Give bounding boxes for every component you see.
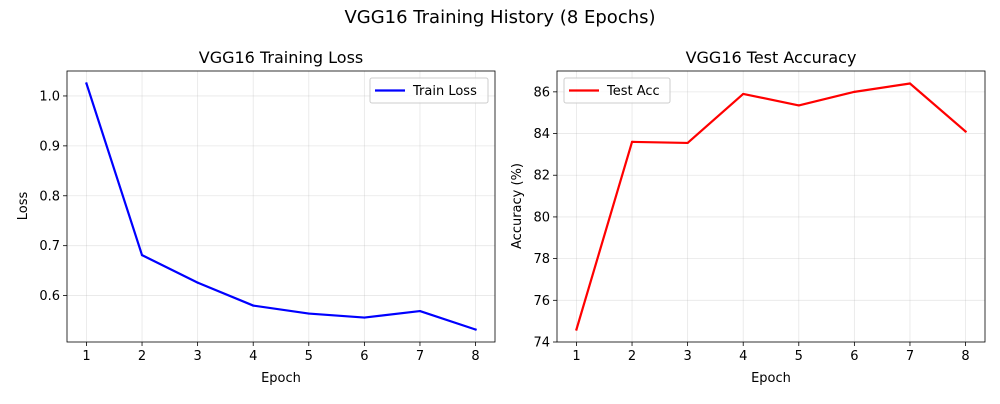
loss-y-tick-label: 0.8 xyxy=(39,189,60,204)
loss-legend-box xyxy=(369,77,489,104)
loss-legend: Train Loss xyxy=(369,77,489,104)
accuracy-y-tick-label: 78 xyxy=(533,252,550,267)
figure-title: VGG16 Training History (8 Epochs) xyxy=(344,7,655,28)
loss-x-tick-label: 8 xyxy=(471,349,479,364)
loss-chart-title: VGG16 Training Loss xyxy=(199,48,364,67)
loss-y-axis-label: Loss xyxy=(16,192,31,221)
accuracy-data-point xyxy=(853,90,856,93)
loss-y-tick-label: 0.7 xyxy=(39,239,60,254)
accuracy-data-point xyxy=(964,130,967,133)
loss-x-tick-label: 5 xyxy=(305,349,313,364)
accuracy-legend-box xyxy=(563,77,671,104)
accuracy-data-point xyxy=(797,104,800,107)
loss-x-axis-label: Epoch xyxy=(261,371,301,386)
loss-data-point xyxy=(85,82,88,85)
accuracy-x-tick-label: 2 xyxy=(628,349,636,364)
accuracy-x-tick-label: 1 xyxy=(572,349,580,364)
loss-x-tick-label: 6 xyxy=(360,349,368,364)
loss-data-point xyxy=(140,254,144,257)
accuracy-plot-frame xyxy=(556,70,986,343)
accuracy-x-axis-label: Epoch xyxy=(751,371,791,386)
accuracy-x-tick-label: 7 xyxy=(906,349,914,364)
loss-x-tick-label: 3 xyxy=(193,349,201,364)
accuracy-data-point xyxy=(630,140,634,143)
accuracy-legend-label: Test Acc xyxy=(606,84,660,99)
accuracy-y-tick-label: 82 xyxy=(533,169,550,184)
loss-data-point xyxy=(252,304,255,307)
accuracy-data-point xyxy=(908,82,912,85)
loss-x-tick-label: 2 xyxy=(138,349,146,364)
loss-y-tick-label: 1.0 xyxy=(39,89,60,104)
loss-data-point xyxy=(196,281,199,284)
accuracy-chart-title: VGG16 Test Accuracy xyxy=(686,48,857,67)
accuracy-x-tick-label: 8 xyxy=(961,349,969,364)
loss-x-tick-label: 7 xyxy=(416,349,424,364)
accuracy-legend: Test Acc xyxy=(563,77,671,104)
accuracy-x-tick-label: 6 xyxy=(850,349,858,364)
loss-data-point xyxy=(474,328,477,331)
loss-legend-label: Train Loss xyxy=(412,84,477,99)
accuracy-x-tick-label: 5 xyxy=(795,349,803,364)
accuracy-series-line xyxy=(575,82,968,331)
loss-y-tick-label: 0.6 xyxy=(39,289,60,304)
loss-data-point xyxy=(418,309,422,313)
accuracy-data-point xyxy=(742,92,745,96)
loss-data-point xyxy=(307,312,310,315)
loss-series-line xyxy=(85,82,477,331)
accuracy-y-tick-label: 86 xyxy=(533,85,550,100)
accuracy-y-tick-label: 74 xyxy=(533,336,550,351)
loss-y-tick-label: 0.9 xyxy=(39,139,60,154)
accuracy-x-tick-label: 4 xyxy=(739,349,747,364)
loss-x-tick-label: 1 xyxy=(82,349,90,364)
accuracy-x-tick-label: 3 xyxy=(683,349,691,364)
loss-data-point xyxy=(363,316,366,319)
accuracy-y-tick-label: 84 xyxy=(533,127,550,142)
loss-chart: 1 2 3 4 5 6 7 8 0.6 0.7 0.8 0.9 1.0 VGG16 Training L… xyxy=(16,48,496,386)
accuracy-data-point xyxy=(686,141,689,145)
accuracy-y-tick-label: 76 xyxy=(533,294,550,309)
accuracy-y-axis-label: Accuracy (%) xyxy=(510,163,525,249)
loss-plot-frame xyxy=(66,70,496,343)
accuracy-data-point xyxy=(575,328,578,331)
loss-x-tick-label: 4 xyxy=(249,349,257,364)
accuracy-y-tick-label: 80 xyxy=(533,210,550,225)
